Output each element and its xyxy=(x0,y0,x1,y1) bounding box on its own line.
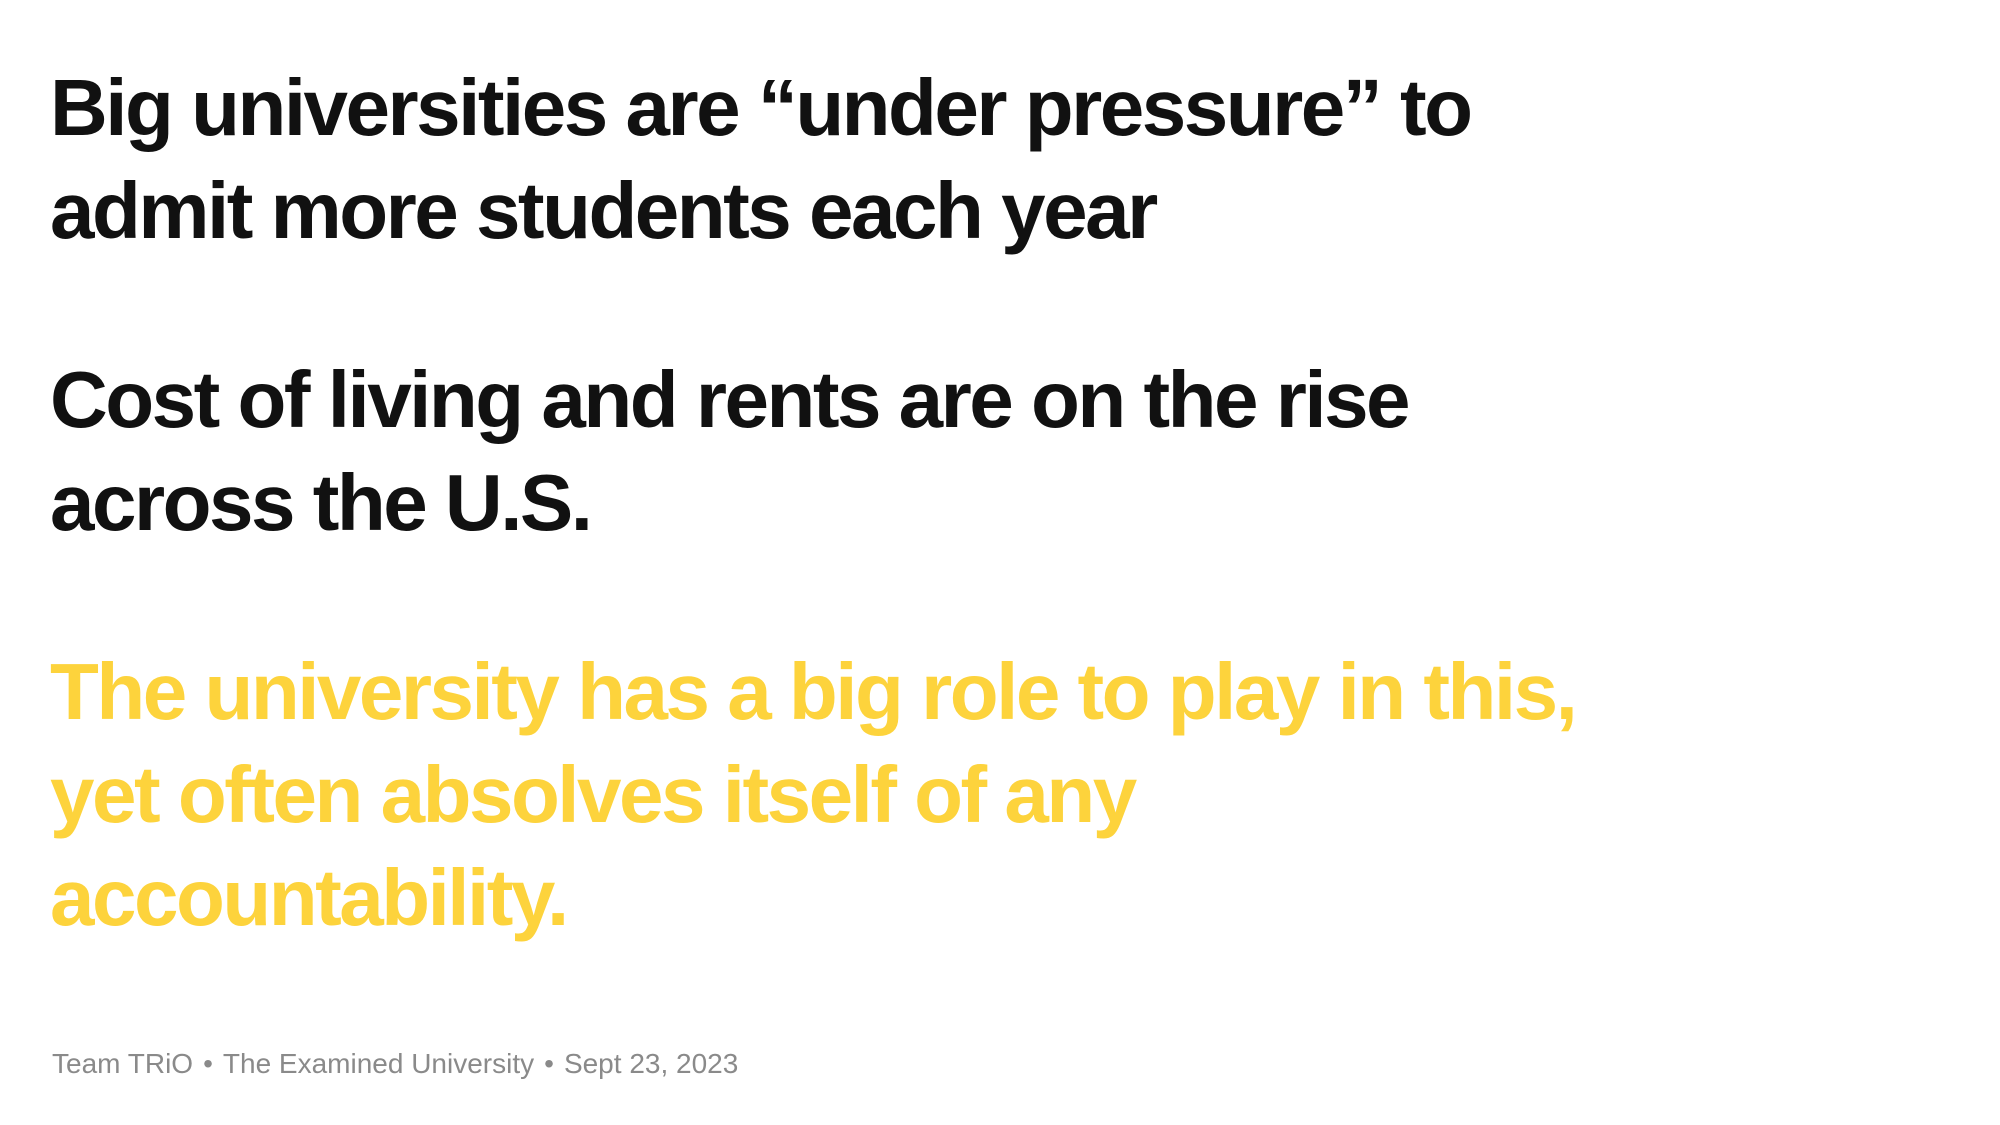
footer-separator: • xyxy=(203,1048,213,1079)
footer-separator: • xyxy=(544,1048,554,1079)
slide-footer: Team TRiO • The Examined University • Sept 2… xyxy=(52,1046,738,1082)
headline-university-accountability: The university has a big role to play in… xyxy=(50,647,1578,942)
footer-team: Team TRiO xyxy=(52,1048,194,1079)
footer-course: The Examined University xyxy=(222,1048,535,1079)
headline-cost-of-living: Cost of living and rents are on the rise… xyxy=(50,355,1411,547)
headline-admissions-pressure: Big universities are “under pressure” to… xyxy=(50,63,1473,255)
footer-date: Sept 23, 2023 xyxy=(563,1048,739,1079)
